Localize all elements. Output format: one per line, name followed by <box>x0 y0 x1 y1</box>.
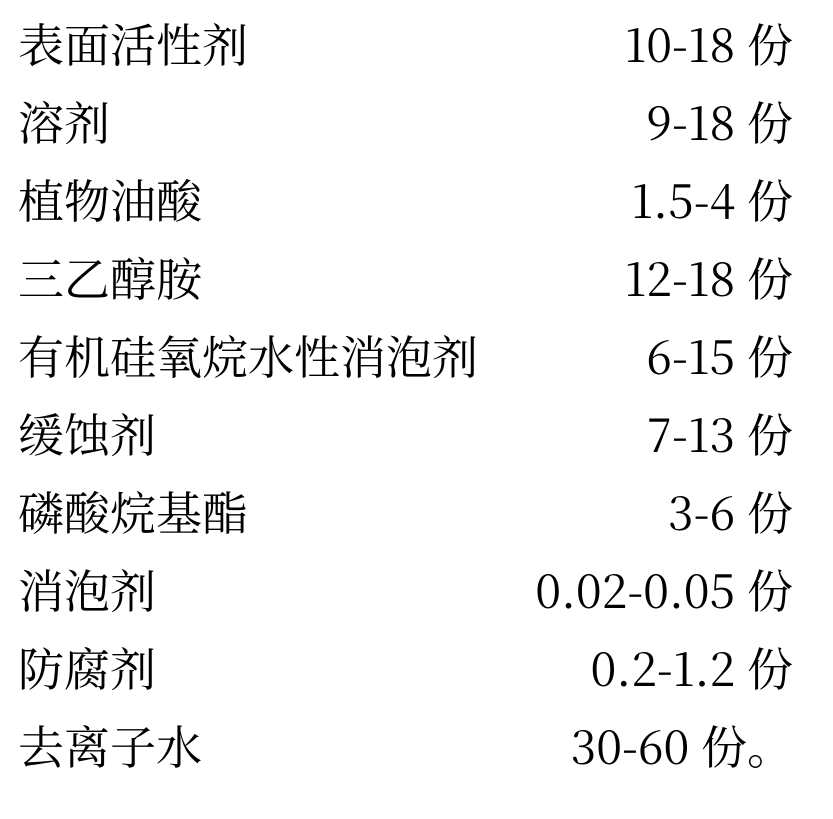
ingredient-amount: 1.5-4 份 <box>631 176 793 222</box>
ingredient-amount: 12-18 份 <box>625 254 793 300</box>
ingredient-label: 三乙醇胺 <box>18 254 202 300</box>
table-row: 表面活性剂 10-18 份 <box>18 20 793 98</box>
table-row: 消泡剂 0.02-0.05 份 <box>18 566 793 644</box>
table-row: 有机硅氧烷水性消泡剂 6-15 份 <box>18 332 793 410</box>
ingredient-label: 表面活性剂 <box>18 20 248 66</box>
ingredient-amount: 6-15 份 <box>646 332 793 378</box>
ingredient-label: 磷酸烷基酯 <box>18 488 248 534</box>
ingredient-label: 有机硅氧烷水性消泡剂 <box>18 332 478 378</box>
ingredient-amount: 0.2-1.2 份 <box>591 644 793 690</box>
ingredient-amount: 0.02-0.05 份 <box>535 566 793 612</box>
ingredient-label: 去离子水 <box>18 722 202 768</box>
table-row: 植物油酸 1.5-4 份 <box>18 176 793 254</box>
table-row: 磷酸烷基酯 3-6 份 <box>18 488 793 566</box>
table-row: 防腐剂 0.2-1.2 份 <box>18 644 793 722</box>
ingredient-amount: 10-18 份 <box>625 20 793 66</box>
table-row: 三乙醇胺 12-18 份 <box>18 254 793 332</box>
table-row: 溶剂 9-18 份 <box>18 98 793 176</box>
ingredient-list: 表面活性剂 10-18 份 溶剂 9-18 份 植物油酸 1.5-4 份 三乙醇… <box>0 0 833 819</box>
ingredient-amount: 3-6 份 <box>668 488 793 534</box>
ingredient-label: 防腐剂 <box>18 644 156 690</box>
table-row: 去离子水 30-60 份。 <box>18 722 793 800</box>
ingredient-label: 溶剂 <box>18 98 110 144</box>
ingredient-amount: 30-60 份。 <box>571 722 793 768</box>
ingredient-label: 缓蚀剂 <box>18 410 156 456</box>
ingredient-amount: 7-13 份 <box>647 410 793 456</box>
ingredient-label: 植物油酸 <box>18 176 202 222</box>
table-row: 缓蚀剂 7-13 份 <box>18 410 793 488</box>
ingredient-label: 消泡剂 <box>18 566 156 612</box>
ingredient-amount: 9-18 份 <box>646 98 793 144</box>
